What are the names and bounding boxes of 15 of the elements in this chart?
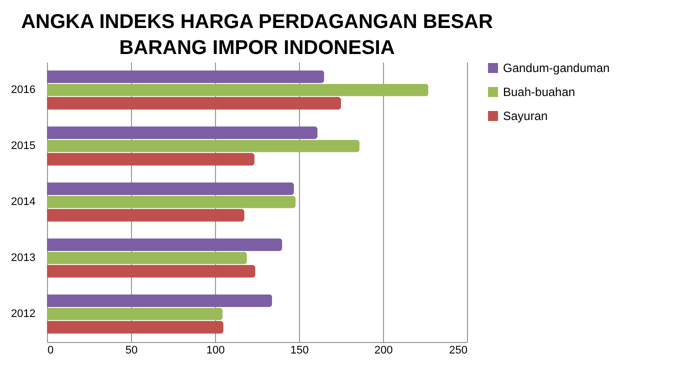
- y-tick-label: 2013: [11, 252, 36, 264]
- legend-label: Sayuran: [503, 109, 548, 123]
- y-tick-label: 2015: [11, 140, 36, 152]
- x-tick-label: 150: [290, 344, 309, 356]
- x-tick-label: 100: [206, 344, 225, 356]
- x-tick-label: 0: [48, 344, 54, 356]
- legend-label: Gandum-ganduman: [503, 61, 610, 75]
- y-tick-label: 2014: [11, 196, 36, 208]
- legend-label: Buah-buahan: [503, 85, 576, 99]
- y-tick-label: 2012: [11, 308, 36, 320]
- chart-title: ANGKA INDEKS HARGA PERDAGANGAN BESAR BARANG IMPOR INDONESIA: [21, 11, 494, 59]
- x-tick-label: 50: [125, 344, 138, 356]
- x-tick-label: 200: [374, 344, 393, 356]
- y-tick-label: 2016: [11, 84, 36, 96]
- x-tick-label: 250: [449, 344, 468, 356]
